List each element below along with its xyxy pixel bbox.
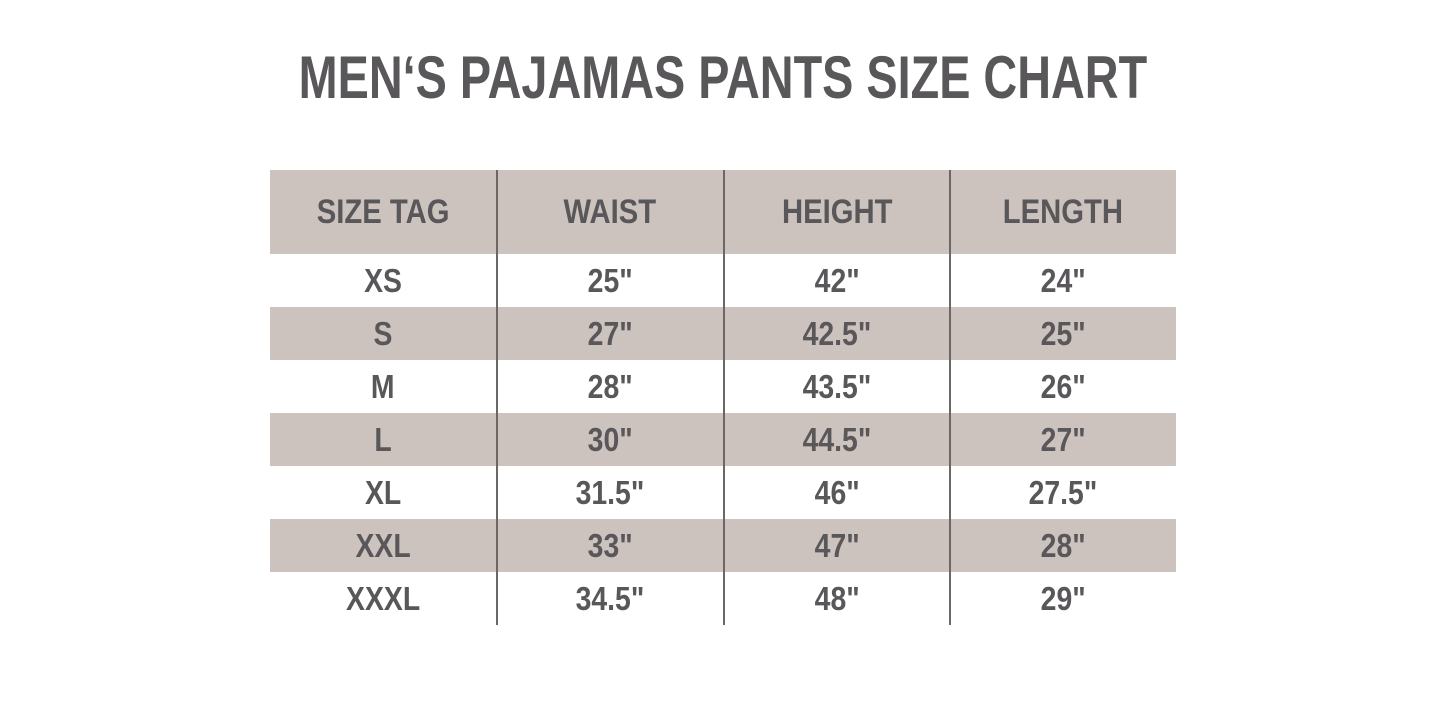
cell-value: L: [374, 420, 392, 458]
cell-value: 46": [814, 473, 860, 511]
cell-value: 31.5": [575, 473, 645, 511]
cell-waist: 34.5": [496, 572, 723, 625]
cell-size-tag: L: [269, 413, 496, 466]
cell-size-tag: S: [269, 307, 496, 360]
cell-value: 26": [1040, 367, 1086, 405]
table-row-m: M 28" 43.5" 26": [269, 360, 1176, 413]
cell-size-tag: XS: [269, 254, 496, 307]
cell-length: 26": [949, 360, 1176, 413]
column-header-label: LENGTH: [1003, 192, 1124, 231]
cell-value: XS: [363, 261, 402, 299]
cell-value: 28": [1040, 526, 1086, 564]
cell-value: 28": [587, 367, 633, 405]
cell-length: 25": [949, 307, 1176, 360]
cell-height: 47": [722, 519, 949, 572]
table-row-xxl: XXL 33" 47" 28": [269, 519, 1176, 572]
cell-value: 48": [814, 579, 860, 617]
cell-height: 44.5": [722, 413, 949, 466]
cell-length: 29": [949, 572, 1176, 625]
column-header-height: HEIGHT: [722, 170, 949, 254]
cell-length: 28": [949, 519, 1176, 572]
cell-length: 24": [949, 254, 1176, 307]
cell-height: 43.5": [722, 360, 949, 413]
cell-size-tag: XXL: [269, 519, 496, 572]
table-row-xxxl: XXXL 34.5" 48" 29": [269, 572, 1176, 625]
table-row-xl: XL 31.5" 46" 27.5": [269, 466, 1176, 519]
page: MEN‘S PAJAMAS PANTS SIZE CHART SIZE TAG …: [0, 48, 1445, 723]
cell-value: 27.5": [1028, 473, 1098, 511]
size-chart-table: SIZE TAG WAIST HEIGHT LENGTH XS 25" 42" …: [269, 170, 1176, 625]
cell-value: 42.5": [802, 314, 872, 352]
cell-height: 42": [722, 254, 949, 307]
cell-value: 27": [587, 314, 633, 352]
cell-height: 48": [722, 572, 949, 625]
cell-waist: 27": [496, 307, 723, 360]
cell-size-tag: M: [269, 360, 496, 413]
cell-value: 44.5": [802, 420, 872, 458]
cell-size-tag: XXXL: [269, 572, 496, 625]
column-header-label: SIZE TAG: [316, 192, 450, 231]
table-row-s: S 27" 42.5" 25": [269, 307, 1176, 360]
cell-value: 29": [1040, 579, 1086, 617]
table-row-l: L 30" 44.5" 27": [269, 413, 1176, 466]
cell-value: 25": [587, 261, 633, 299]
cell-value: XXL: [355, 526, 411, 564]
cell-value: 43.5": [802, 367, 872, 405]
cell-size-tag: XL: [269, 466, 496, 519]
cell-value: 34.5": [575, 579, 645, 617]
page-title-text: MEN‘S PAJAMAS PANTS SIZE CHART: [298, 44, 1147, 111]
cell-waist: 25": [496, 254, 723, 307]
column-header-label: WAIST: [563, 192, 657, 231]
column-header-label: HEIGHT: [781, 192, 892, 231]
cell-value: 24": [1040, 261, 1086, 299]
cell-value: XL: [364, 473, 401, 511]
cell-value: 33": [587, 526, 633, 564]
cell-waist: 30": [496, 413, 723, 466]
cell-value: XXXL: [345, 579, 420, 617]
cell-height: 42.5": [722, 307, 949, 360]
cell-waist: 31.5": [496, 466, 723, 519]
cell-value: 27": [1040, 420, 1086, 458]
column-header-waist: WAIST: [496, 170, 723, 254]
table-row-xs: XS 25" 42" 24": [269, 254, 1176, 307]
cell-height: 46": [722, 466, 949, 519]
cell-waist: 28": [496, 360, 723, 413]
cell-length: 27": [949, 413, 1176, 466]
cell-length: 27.5": [949, 466, 1176, 519]
column-header-size-tag: SIZE TAG: [269, 170, 496, 254]
table-header-row: SIZE TAG WAIST HEIGHT LENGTH: [269, 170, 1176, 254]
cell-value: 42": [814, 261, 860, 299]
cell-value: 25": [1040, 314, 1086, 352]
page-title: MEN‘S PAJAMAS PANTS SIZE CHART: [0, 48, 1445, 108]
column-header-length: LENGTH: [949, 170, 1176, 254]
cell-value: S: [373, 314, 393, 352]
cell-value: 30": [587, 420, 633, 458]
cell-waist: 33": [496, 519, 723, 572]
cell-value: M: [370, 367, 395, 405]
cell-value: 47": [814, 526, 860, 564]
